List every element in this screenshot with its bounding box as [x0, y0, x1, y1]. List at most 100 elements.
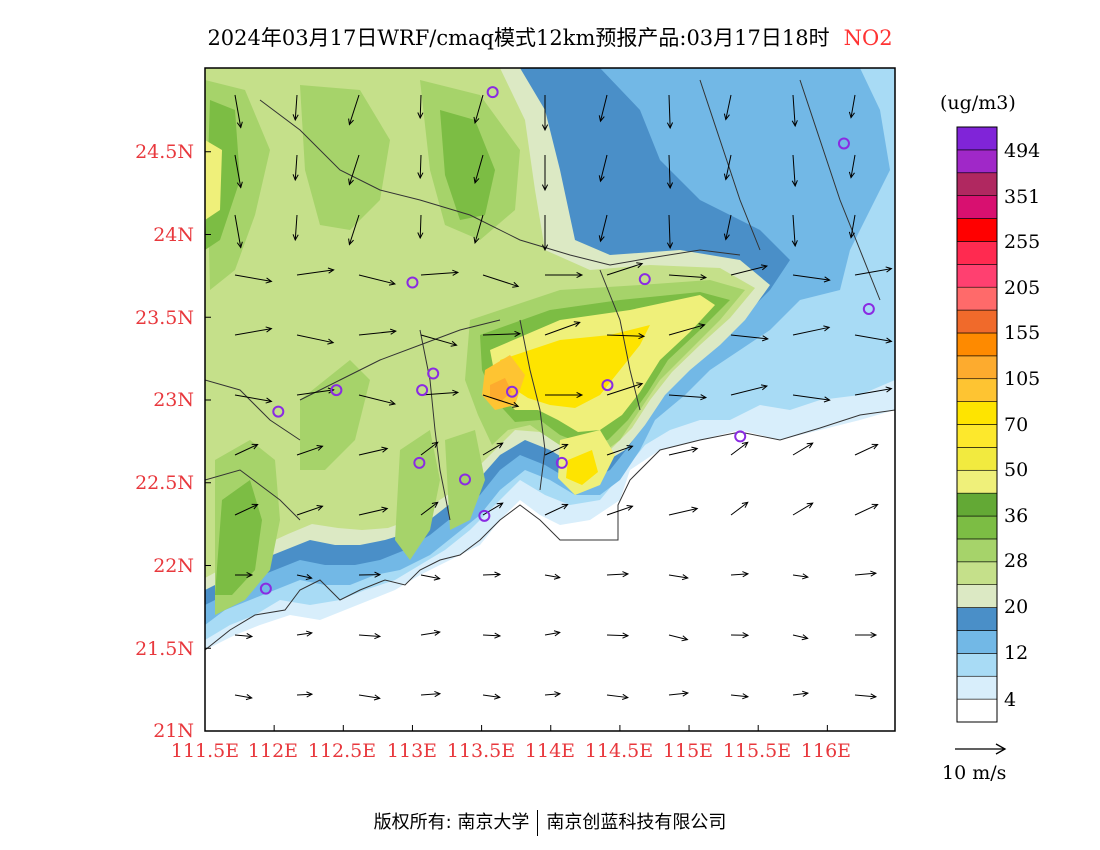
wind-vector: [850, 94, 856, 118]
wind-vector: [420, 631, 440, 636]
wind-vector: [420, 334, 457, 346]
wind-arrowhead: [381, 446, 389, 453]
colorbar-swatch: [956, 241, 998, 265]
wind-arrowhead: [512, 281, 520, 288]
colorbar-swatch: [956, 218, 998, 242]
colorbar-units: (ug/m3): [940, 92, 1016, 114]
colorbar-frame: [956, 126, 998, 723]
wind-arrowhead: [760, 384, 769, 391]
wind-vector: [419, 154, 422, 179]
wind-arrowhead: [700, 394, 708, 401]
wind-arrowhead: [626, 505, 634, 511]
wind-arrowhead: [433, 574, 441, 581]
wind-vector: [850, 154, 856, 178]
wind-arrowhead: [553, 630, 561, 637]
wind-arrowhead: [381, 506, 389, 513]
wind-vector: [730, 501, 749, 516]
wind-arrowhead: [374, 633, 382, 640]
wind-vector: [234, 328, 272, 336]
wind-arrowhead: [327, 387, 335, 394]
wind-vector: [482, 274, 519, 287]
wind-arrowhead: [473, 176, 480, 184]
wind-arrowhead: [666, 122, 674, 130]
wind-vector: [730, 265, 768, 276]
colorbar-swatch: [956, 653, 998, 677]
wind-arrowhead: [512, 401, 520, 408]
map-title: 2024年03月17日WRF/cmaq模式12km预报产品:03月17日18时 N…: [0, 22, 1100, 52]
wind-arrowhead: [450, 340, 458, 347]
wind-arrowhead: [576, 391, 584, 399]
colorbar-swatch: [956, 126, 998, 151]
wind-vector: [234, 94, 242, 128]
station-marker: [862, 302, 875, 315]
wind-vector: [854, 443, 878, 456]
wind-vector: [358, 330, 396, 336]
colorbar-label: 28: [1004, 550, 1029, 572]
station-marker: [638, 273, 651, 286]
wind-vector: [544, 574, 560, 579]
wind-arrowhead: [871, 503, 879, 510]
wind-arrowhead: [791, 180, 798, 188]
colorbar-swatch: [956, 172, 998, 196]
boundary-lines: [205, 79, 895, 651]
colorbar-label: 351: [1004, 186, 1041, 208]
wind-arrowhead: [885, 266, 893, 273]
colorbar-swatch: [956, 607, 998, 631]
colorbar-label: 4: [1004, 689, 1017, 711]
wind-arrowhead: [561, 443, 569, 450]
wind-arrowhead: [245, 694, 253, 701]
title-main: 2024年03月17日WRF/cmaq模式12km预报产品:03月17日18时: [207, 26, 830, 50]
wind-arrowhead: [626, 445, 634, 451]
colorbar-swatch: [956, 424, 998, 448]
wind-arrowhead: [496, 442, 504, 449]
wind-vector: [792, 502, 813, 516]
wind-vector: [296, 505, 323, 516]
lat-label: 21N: [153, 720, 194, 742]
wind-arrowhead: [666, 242, 674, 250]
wind-vector: [420, 693, 440, 696]
station-marker: [459, 473, 472, 486]
wind-arrowhead: [691, 506, 699, 513]
wind-arrowhead: [561, 503, 569, 510]
station-marker: [272, 405, 285, 418]
lat-label: 23N: [153, 389, 194, 411]
wind-arrowhead: [636, 262, 644, 269]
wind-vector: [668, 692, 688, 696]
yellow-area: [500, 325, 650, 485]
wind-vector: [730, 573, 748, 576]
wind-arrowhead: [417, 112, 424, 120]
wind-arrowhead: [236, 121, 243, 129]
wind-vector: [358, 507, 388, 516]
wind-arrowhead: [885, 386, 893, 393]
wind-arrowhead: [246, 571, 254, 579]
wind-vector: [792, 574, 808, 578]
wind-arrowhead: [417, 232, 424, 240]
lon-label: 114.5E: [584, 740, 654, 762]
wind-vector: [606, 573, 628, 576]
colorbar-label: 70: [1004, 414, 1029, 436]
wind-vector: [294, 94, 298, 120]
wind-arrowhead: [305, 630, 313, 637]
wind-vector: [420, 574, 440, 580]
wind-reference-label: 10 m/s: [942, 762, 1007, 784]
station-marker: [486, 86, 499, 99]
wind-vector: [606, 334, 644, 337]
wind-vector: [420, 501, 439, 516]
wind-vector: [234, 694, 252, 699]
wind-vector: [482, 333, 520, 336]
wind-reference-arrow: [955, 743, 1007, 755]
wind-arrowhead: [251, 443, 259, 450]
wind-arrowhead: [389, 328, 397, 335]
station-marker: [413, 456, 426, 469]
wind-vector: [544, 693, 560, 696]
wind-vector: [792, 692, 808, 696]
wind-vector: [358, 274, 396, 285]
colorbar: [956, 126, 998, 723]
wind-arrowhead: [622, 632, 630, 639]
wind-arrowhead: [802, 690, 810, 697]
colorbar-swatch: [956, 584, 998, 608]
colorbar-swatch: [956, 675, 998, 700]
wind-arrowhead: [327, 338, 335, 345]
wind-arrowhead: [554, 691, 562, 698]
wind-vector: [296, 632, 312, 636]
